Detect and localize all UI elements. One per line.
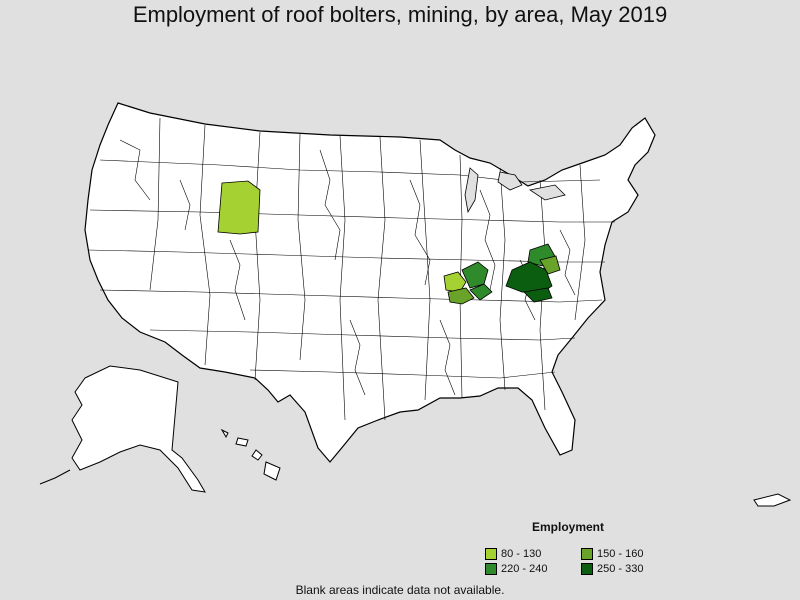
legend-label: 250 - 330 — [597, 562, 644, 575]
puerto-rico — [753, 493, 792, 507]
legend-label: 150 - 160 — [597, 547, 644, 560]
legend-title: Employment — [532, 520, 605, 534]
area-illinois-80-130 — [443, 271, 467, 293]
legend-item: 80 - 130 — [485, 547, 581, 560]
legend-swatch — [485, 562, 497, 575]
area-indiana-220-240 — [461, 261, 489, 289]
map-title: Employment of roof bolters, mining, by a… — [132, 2, 668, 27]
alaska — [39, 365, 206, 493]
legend-label: 220 - 240 — [501, 562, 548, 575]
area-virginia-sw-250-330 — [523, 287, 553, 303]
legend-swatch — [581, 547, 593, 560]
legend-grid: 80 - 130 150 - 160 220 - 240 250 - 330 — [485, 547, 685, 575]
legend-item: 250 - 330 — [581, 562, 677, 575]
legend-label: 80 - 130 — [501, 547, 542, 560]
puerto-rico-outline — [753, 493, 792, 507]
legend: Employment 80 - 130 150 - 160 220 - 240 … — [485, 520, 685, 575]
hawaii — [220, 428, 281, 481]
area-wv-central-150-160 — [539, 255, 561, 275]
alaska-outline — [71, 365, 206, 493]
area-wyoming-80-130 — [217, 180, 261, 235]
shaded-areas — [217, 180, 561, 305]
legend-item: 150 - 160 — [581, 547, 677, 560]
area-kentucky-west-150-160 — [447, 287, 475, 305]
footnote: Blank areas indicate data not available. — [295, 583, 505, 597]
legend-item: 220 - 240 — [485, 562, 581, 575]
hawaii-islands — [220, 428, 281, 481]
area-westky-220-240 — [469, 283, 493, 301]
great-lakes — [464, 167, 566, 214]
legend-swatch — [485, 547, 497, 560]
legend-swatch — [581, 562, 593, 575]
alaska-aleutians — [39, 469, 71, 485]
